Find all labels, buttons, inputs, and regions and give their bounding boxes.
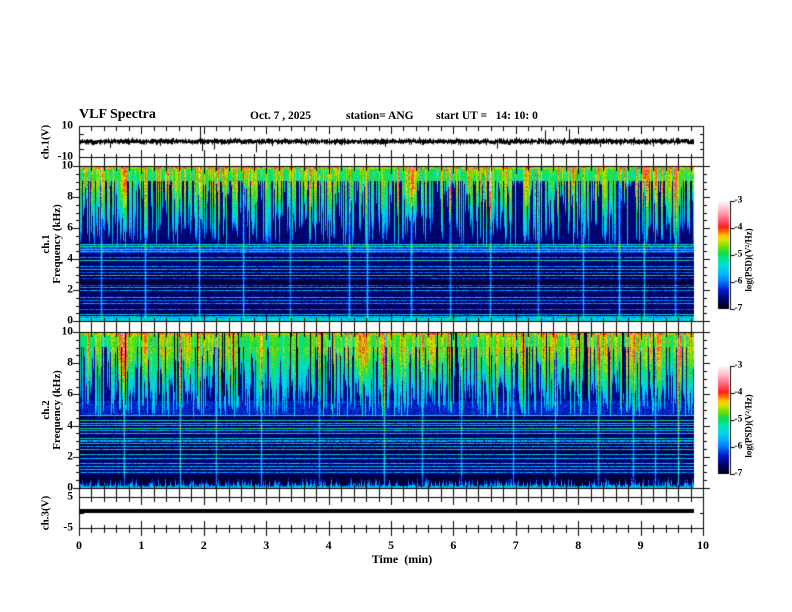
ch1-wave-y-tick-label: 10 xyxy=(61,119,74,132)
ch1-spec-y-tick-label: 10 xyxy=(61,159,74,172)
ch3-wave-y-tick-label: -5 xyxy=(63,521,73,534)
ch1-spec-ylabel-line2: Frequency (kHz) xyxy=(51,203,63,284)
ch2-spec-y-tick-label: 8 xyxy=(67,356,73,369)
x-tick-label: 4 xyxy=(325,538,332,552)
x-axis-title: Time (min) xyxy=(371,552,433,566)
x-tick-label: 2 xyxy=(200,538,207,552)
title-station: station= ANG xyxy=(346,110,414,122)
x-tick-label: 0 xyxy=(76,538,82,552)
title-start-ut: start UT = 14: 10: 0 xyxy=(436,110,538,122)
ch2-spec-y-tick-label: 0 xyxy=(67,481,73,494)
x-tick-label: 6 xyxy=(450,538,457,552)
ch2-spec-y-tick-label: 2 xyxy=(67,450,73,463)
ch1-wave-ylabel: ch.1(V) xyxy=(39,124,52,160)
x-tick-label: 7 xyxy=(512,538,519,552)
x-tick-label: 3 xyxy=(263,538,270,552)
ch2-spec-y-tick-label: 4 xyxy=(67,418,73,431)
ch1-spec-y-tick-label: 8 xyxy=(67,190,73,203)
colorbar1-label: log(PSD)(V²/Hz) xyxy=(743,228,754,292)
colorbar2-tick-label: -7 xyxy=(734,468,743,479)
colorbar2-label: log(PSD)(V²/Hz) xyxy=(743,393,754,458)
ch2-spec-y-tick-label: 6 xyxy=(67,387,73,400)
colorbar1-tick-label: -4 xyxy=(734,222,743,233)
title-date: Oct. 7 , 2025 xyxy=(250,110,312,122)
ch3-wave-ylabel: ch.3(V) xyxy=(39,495,52,531)
ch1-spec-ylabel: ch.1 Frequency (kHz) xyxy=(40,203,63,284)
ch1-wave-y-tick-label: -10 xyxy=(57,149,73,162)
colorbar1-tick-label: -7 xyxy=(734,303,743,314)
colorbar2-tick-label: -4 xyxy=(734,387,743,398)
ch3-wave-y-tick-label: 5 xyxy=(67,490,73,503)
ch2-spec-ylabel: ch.2 Frequency (kHz) xyxy=(40,370,63,450)
colorbar2-tick-label: -6 xyxy=(734,441,743,452)
colorbar2-tick-label: -3 xyxy=(734,360,743,371)
ch1-spec-y-tick-label: 2 xyxy=(67,283,73,296)
ch2-spec-ylabel-line2: Frequency (kHz) xyxy=(51,370,63,450)
x-tick-label: 5 xyxy=(388,538,394,552)
x-tick-label: 8 xyxy=(575,538,582,552)
x-tick-label: 10 xyxy=(697,538,709,552)
plot-title: VLF Spectra xyxy=(79,107,156,122)
ch1-spec-y-tick-label: 0 xyxy=(67,314,73,327)
colorbar1-tick-label: -5 xyxy=(734,249,743,260)
colorbar1-tick-label: -6 xyxy=(734,276,743,287)
colorbar2-tick-label: -5 xyxy=(734,414,743,425)
colorbar1-tick-label: -3 xyxy=(734,195,743,206)
ch1-spec-y-tick-label: 6 xyxy=(67,221,73,234)
x-tick-label: 9 xyxy=(637,538,644,552)
x-tick-label: 1 xyxy=(138,538,145,552)
ch1-spec-y-tick-label: 4 xyxy=(67,252,73,265)
ch2-spec-y-tick-label: 10 xyxy=(61,325,74,338)
